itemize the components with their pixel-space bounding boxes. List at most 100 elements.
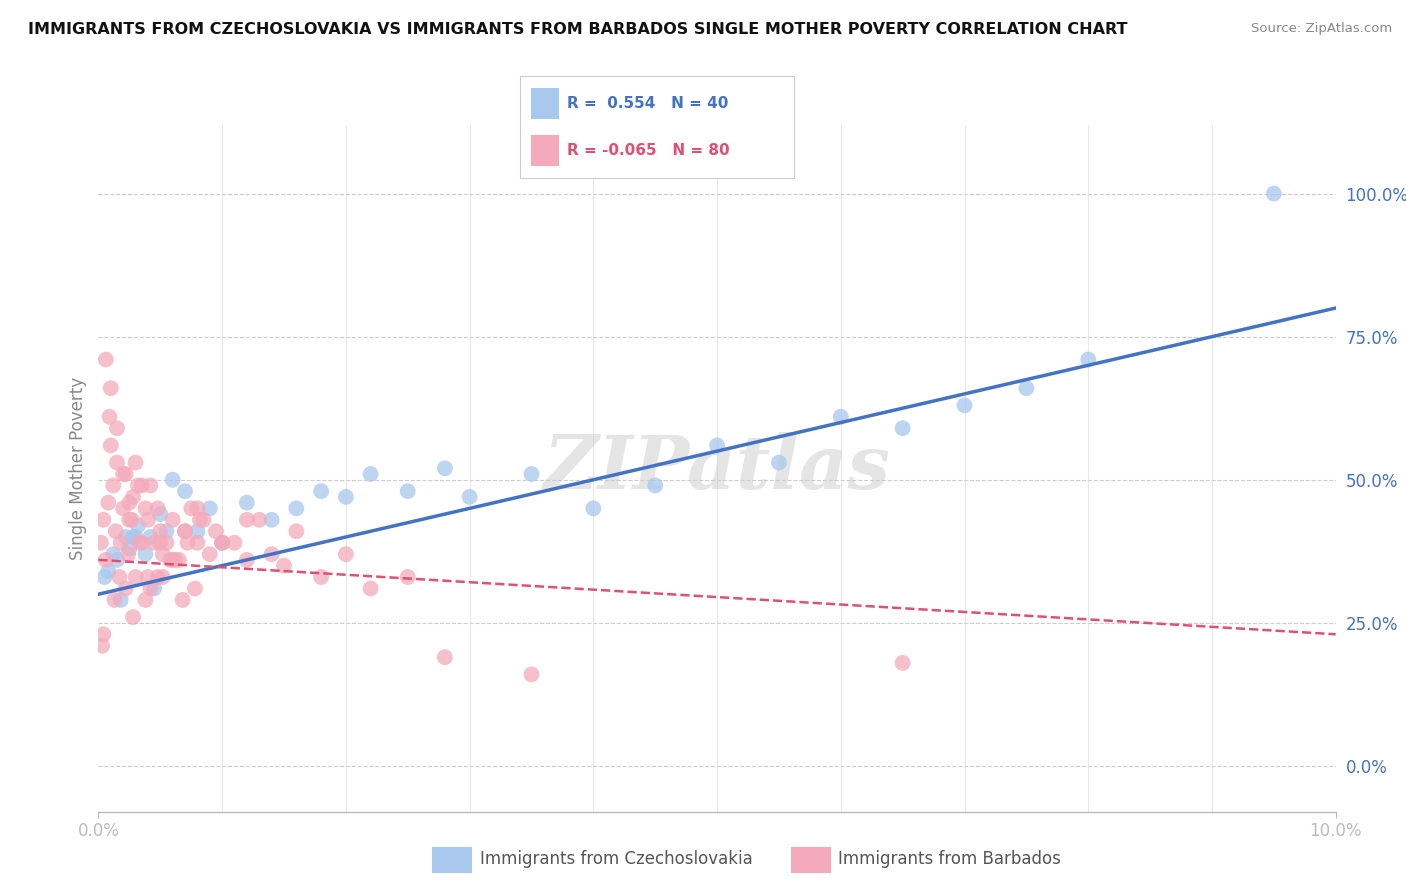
Point <box>396 570 419 584</box>
Point <box>124 530 146 544</box>
Point <box>152 547 174 561</box>
Text: Immigrants from Czechoslovakia: Immigrants from Czechoslovakia <box>479 849 752 868</box>
Point <box>139 582 162 596</box>
Point <box>184 582 207 596</box>
Bar <box>531 88 558 119</box>
Point <box>1015 381 1038 395</box>
Point <box>644 478 666 492</box>
Point <box>768 456 790 470</box>
Point <box>134 501 156 516</box>
Point <box>198 547 221 561</box>
Point <box>309 570 332 584</box>
Point <box>124 456 146 470</box>
Point <box>211 535 233 549</box>
Point <box>174 484 197 499</box>
Point <box>162 553 184 567</box>
Point <box>155 535 177 549</box>
Point <box>121 513 143 527</box>
Point <box>273 558 295 573</box>
Point <box>131 478 153 492</box>
Point <box>136 513 159 527</box>
Point <box>188 513 211 527</box>
Point <box>167 553 190 567</box>
Point <box>94 553 117 567</box>
Point <box>118 496 141 510</box>
Point <box>186 524 208 539</box>
Point <box>108 570 131 584</box>
Point <box>110 535 132 549</box>
Point <box>176 535 198 549</box>
Point <box>260 547 283 561</box>
Point <box>91 639 114 653</box>
Point <box>360 582 382 596</box>
Point <box>162 473 184 487</box>
Point <box>105 421 128 435</box>
Point <box>127 478 149 492</box>
Point <box>100 381 122 395</box>
Text: Source: ZipAtlas.com: Source: ZipAtlas.com <box>1251 22 1392 36</box>
Point <box>112 467 135 481</box>
Point <box>149 507 172 521</box>
Point <box>122 490 145 504</box>
Point <box>118 513 141 527</box>
Point <box>97 496 120 510</box>
Point <box>224 535 246 549</box>
Point <box>124 570 146 584</box>
Point <box>211 535 233 549</box>
Point <box>236 513 259 527</box>
Point <box>128 535 150 549</box>
Point <box>180 501 202 516</box>
Bar <box>531 136 558 166</box>
Point <box>172 593 194 607</box>
Bar <box>433 847 472 872</box>
Point <box>458 490 481 504</box>
Point <box>114 467 136 481</box>
Text: ZIPatlas: ZIPatlas <box>544 432 890 505</box>
Point <box>520 667 543 681</box>
Point <box>93 513 115 527</box>
Point <box>94 352 117 367</box>
Point <box>103 478 125 492</box>
Point <box>110 593 132 607</box>
Point <box>134 593 156 607</box>
Point <box>520 467 543 481</box>
Point <box>335 490 357 504</box>
Point <box>247 513 270 527</box>
Point <box>114 530 136 544</box>
Point <box>149 535 172 549</box>
Point <box>134 547 156 561</box>
Point <box>236 553 259 567</box>
Point <box>155 524 177 539</box>
Text: R = -0.065   N = 80: R = -0.065 N = 80 <box>567 144 730 158</box>
Point <box>93 627 115 641</box>
Point <box>211 535 233 549</box>
Point <box>174 524 197 539</box>
Point <box>159 553 181 567</box>
Point <box>260 513 283 527</box>
Point <box>236 496 259 510</box>
Point <box>139 530 162 544</box>
Text: IMMIGRANTS FROM CZECHOSLOVAKIA VS IMMIGRANTS FROM BARBADOS SINGLE MOTHER POVERTY: IMMIGRANTS FROM CZECHOSLOVAKIA VS IMMIGR… <box>28 22 1128 37</box>
Text: Immigrants from Barbados: Immigrants from Barbados <box>838 849 1062 868</box>
Point <box>90 535 112 549</box>
Point <box>1077 352 1099 367</box>
Point <box>162 513 184 527</box>
Point <box>433 461 456 475</box>
Point <box>100 438 122 452</box>
Point <box>193 513 215 527</box>
Bar <box>792 847 831 872</box>
Point <box>309 484 332 499</box>
Point <box>105 553 128 567</box>
Point <box>360 467 382 481</box>
Point <box>830 409 852 424</box>
Point <box>285 501 308 516</box>
Point <box>152 570 174 584</box>
Point <box>93 570 115 584</box>
Point <box>136 570 159 584</box>
Point <box>117 547 139 561</box>
Point <box>122 610 145 624</box>
Point <box>143 582 166 596</box>
Point <box>98 409 121 424</box>
Point <box>891 656 914 670</box>
Point <box>143 535 166 549</box>
